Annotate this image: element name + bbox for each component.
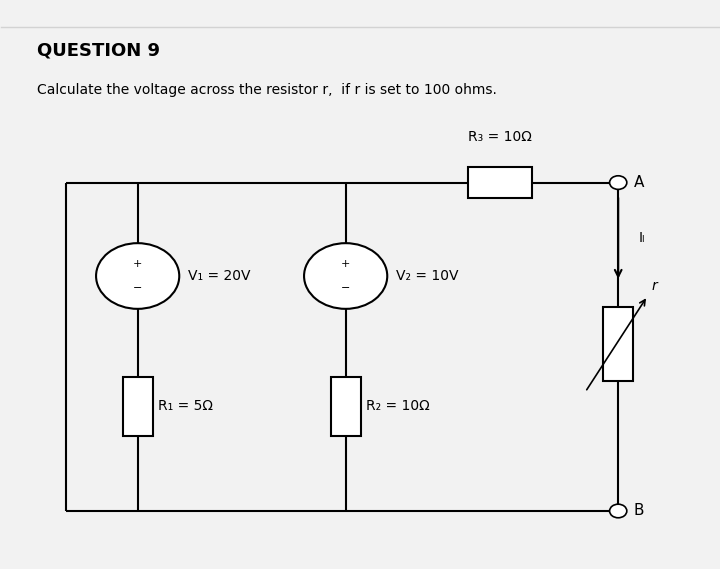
Text: Iₗ: Iₗ [639,232,644,245]
Text: V₂ = 10V: V₂ = 10V [396,269,459,283]
Text: B: B [634,504,644,518]
Text: Calculate the voltage across the resistor r,  if r is set to 100 ohms.: Calculate the voltage across the resisto… [37,84,497,97]
Text: +: + [341,258,351,269]
Circle shape [96,243,179,309]
Text: +: + [133,258,143,269]
Bar [603,307,634,381]
Text: R₁ = 5Ω: R₁ = 5Ω [158,399,212,413]
Circle shape [610,176,627,189]
Bar [467,167,532,198]
Text: A: A [634,175,644,190]
Text: R₂ = 10Ω: R₂ = 10Ω [366,399,430,413]
Text: R₃ = 10Ω: R₃ = 10Ω [468,130,532,145]
Text: V₁ = 20V: V₁ = 20V [188,269,251,283]
Bar [122,377,153,436]
Text: QUESTION 9: QUESTION 9 [37,41,161,59]
Text: −: − [341,283,351,294]
Circle shape [304,243,387,309]
Bar [330,377,361,436]
Text: r: r [651,279,657,293]
Text: −: − [133,283,143,294]
Circle shape [610,504,627,518]
